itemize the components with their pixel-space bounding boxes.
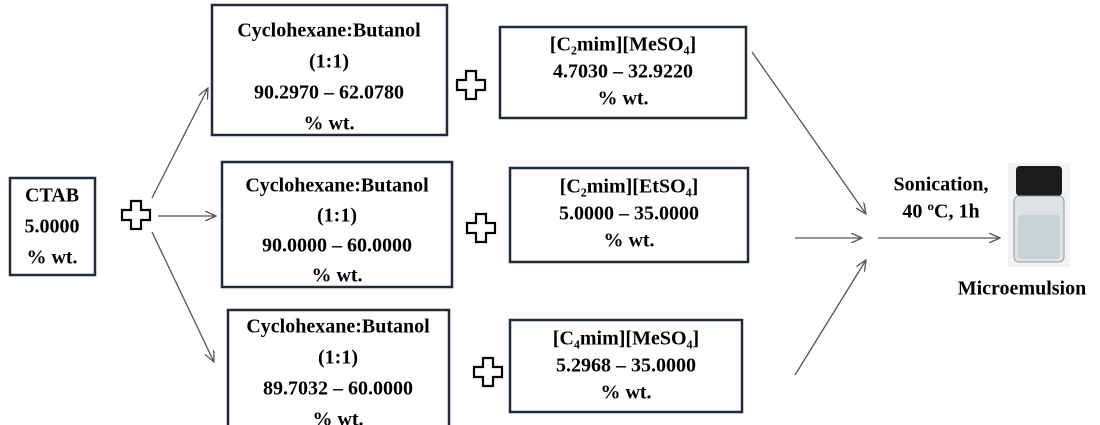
solvent-label: (1:1) (309, 51, 349, 73)
solvent-label: % wt. (303, 113, 354, 135)
ionic-liquid-label: % wt. (597, 88, 648, 110)
solvent-label: Cyclohexane:Butanol (245, 175, 429, 197)
process-label: 40 ºC, 1h (902, 201, 979, 223)
start-label: CTAB (25, 185, 79, 207)
ionic-liquid-label: % wt. (600, 382, 651, 404)
product-label: Microemulsion (958, 278, 1087, 300)
plus-sign (122, 201, 150, 229)
solvent-label: 89.7032 – 60.0000 (263, 378, 413, 400)
ionic-liquid-label: 5.0000 – 35.0000 (559, 203, 699, 225)
ionic-liquid-label: 5.2968 – 35.0000 (556, 355, 696, 377)
plus-sign (457, 71, 485, 99)
plus-sign (467, 214, 495, 242)
diagram: CTAB 5.0000 % wt. Cyclohexane:Butanol (1:1) 9… (0, 0, 1100, 425)
ionic-liquid-label: 4.7030 – 32.9220 (553, 61, 693, 83)
arrow (752, 52, 866, 214)
process-label: Sonication, (893, 174, 988, 196)
solvent-label: (1:1) (318, 347, 358, 369)
solvent-label: 90.0000 – 60.0000 (262, 235, 412, 257)
solvent-label: % wt. (312, 409, 363, 425)
solvent-label: % wt. (311, 265, 362, 287)
ionic-liquid-label: % wt. (603, 230, 654, 252)
solvent-label: (1:1) (317, 205, 357, 227)
arrow (152, 232, 214, 362)
ionic-liquid-label: [C₂mim][EtSO₄] (560, 176, 699, 198)
ionic-liquid-label: [C₄mim][MeSO₄] (553, 328, 699, 350)
start-label: % wt. (26, 247, 77, 269)
ionic-liquid-label: [C₂mim][MeSO₄] (550, 34, 696, 56)
vial-image (1008, 163, 1070, 267)
solvent-label: Cyclohexane:Butanol (246, 316, 430, 338)
solvent-label: 90.2970 – 62.0780 (254, 82, 404, 104)
arrow (795, 260, 866, 375)
solvent-label: Cyclohexane:Butanol (237, 20, 421, 42)
start-label: 5.0000 (25, 216, 80, 238)
arrow (152, 88, 208, 198)
plus-sign (474, 358, 502, 386)
